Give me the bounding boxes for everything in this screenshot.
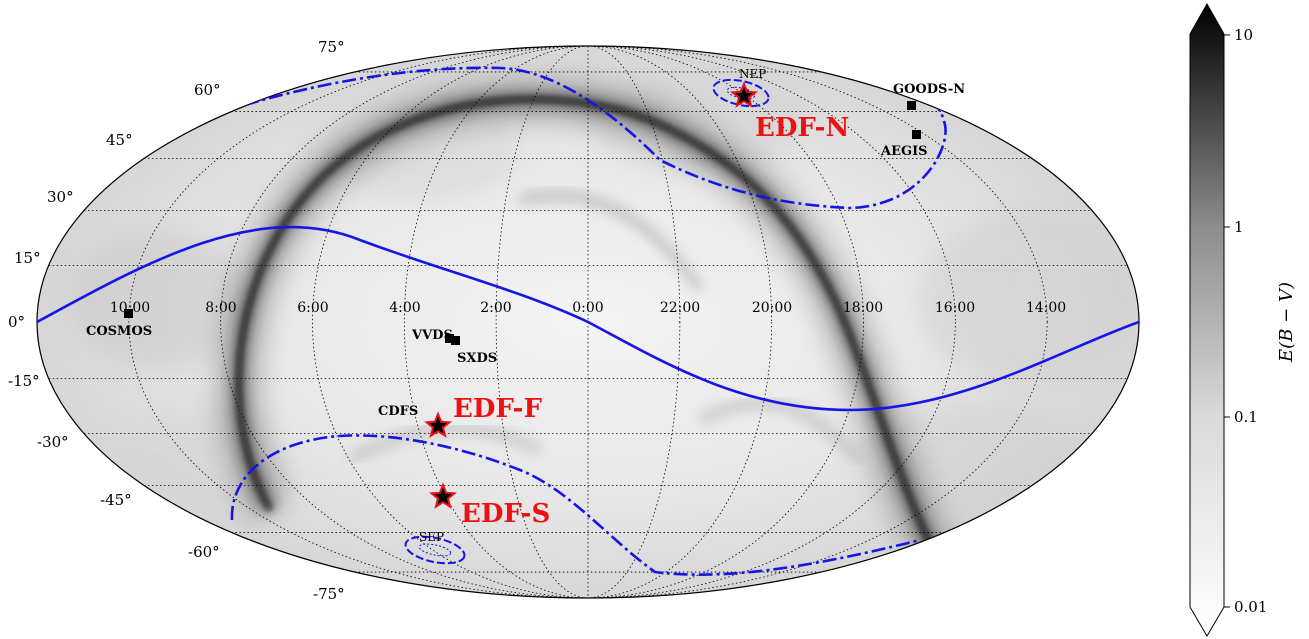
aegis-label: AEGIS	[880, 144, 928, 159]
square-marker-icon	[912, 130, 921, 139]
lat-label: -30°	[37, 433, 69, 451]
ra-label: 2:00	[480, 300, 511, 316]
ra-label: 20:00	[752, 300, 792, 316]
southern-footprint-curve	[230, 434, 921, 576]
meridian-gridline	[128, 46, 1048, 598]
nep-contour	[712, 78, 770, 108]
star-marker-icon	[730, 81, 758, 108]
ecliptic-curve	[37, 225, 1139, 412]
sxds-label: SXDS	[457, 351, 497, 366]
colorbar-tick-label: 0.01	[1234, 598, 1267, 616]
vvds-label: VVDS	[411, 328, 453, 343]
cdfs-label: CDFS	[378, 404, 418, 419]
star-marker-icon	[429, 482, 457, 509]
colorbar-tick-label: 0.1	[1234, 408, 1258, 426]
lat-label: -15°	[8, 372, 40, 390]
ra-label: 18:00	[843, 300, 883, 316]
ra-labels: 10:00 8:00 6:00 4:00 2:00 0:00 22:00 20:…	[110, 300, 1066, 316]
square-marker-icon	[907, 101, 916, 110]
square-marker-icon	[451, 336, 460, 345]
sep-contour	[404, 535, 466, 565]
colorbar-tick-label: 1	[1234, 218, 1244, 236]
meridian-gridline	[312, 46, 864, 598]
square-marker-icon	[124, 309, 133, 318]
ra-label: 0:00	[572, 300, 603, 316]
survey-curves	[37, 66, 1139, 576]
edf-f-label: EDF-F	[453, 394, 542, 424]
lat-label: 30°	[47, 188, 74, 206]
cosmos-label: COSMOS	[86, 324, 152, 339]
meridian-gridline	[220, 46, 956, 598]
nep-label: NEP	[739, 67, 766, 81]
ra-label: 22:00	[660, 300, 700, 316]
colorbar-title: E(B − V)	[1276, 282, 1297, 363]
square-marker-icon	[445, 334, 454, 343]
colorbar-bar	[1189, 2, 1225, 637]
colorbar-tick-label: 10	[1234, 26, 1253, 44]
goods-n-label: GOODS-N	[893, 82, 965, 97]
lat-label: -60°	[188, 543, 220, 561]
lat-label: 60°	[194, 81, 221, 99]
lat-label: 75°	[318, 38, 345, 56]
ra-label: 14:00	[1026, 300, 1066, 316]
meridian-gridline	[495, 46, 681, 598]
lat-label: 45°	[106, 131, 133, 149]
ra-label: 4:00	[389, 300, 420, 316]
lat-label: 15°	[14, 249, 41, 267]
field-markers: COSMOS VVDS SXDS CDFS GOODS-N AEGIS	[86, 82, 965, 419]
lat-label: 0°	[8, 313, 25, 331]
ra-label: 6:00	[297, 300, 328, 316]
northern-footprint-curve	[244, 66, 947, 210]
ra-label: 10:00	[110, 300, 150, 316]
sep-label: SEP	[419, 530, 444, 544]
lat-label: -75°	[313, 585, 345, 603]
edf-s-label: EDF-S	[461, 499, 550, 529]
lat-label: -45°	[100, 491, 132, 509]
ra-label: 8:00	[205, 300, 236, 316]
deep-field-markers: EDF-N EDF-F EDF-S	[424, 81, 849, 529]
ra-label: 16:00	[935, 300, 975, 316]
latitude-labels: 75° 60° 45° 30° 15° 0° -15° -30° -45° -6…	[8, 38, 345, 603]
edf-n-label: EDF-N	[755, 113, 849, 143]
star-marker-icon	[424, 411, 452, 438]
colorbar: 10 1 0.1 0.01 E(B − V)	[1189, 2, 1297, 637]
graticule	[48, 46, 1128, 598]
meridian-gridline	[403, 46, 773, 598]
